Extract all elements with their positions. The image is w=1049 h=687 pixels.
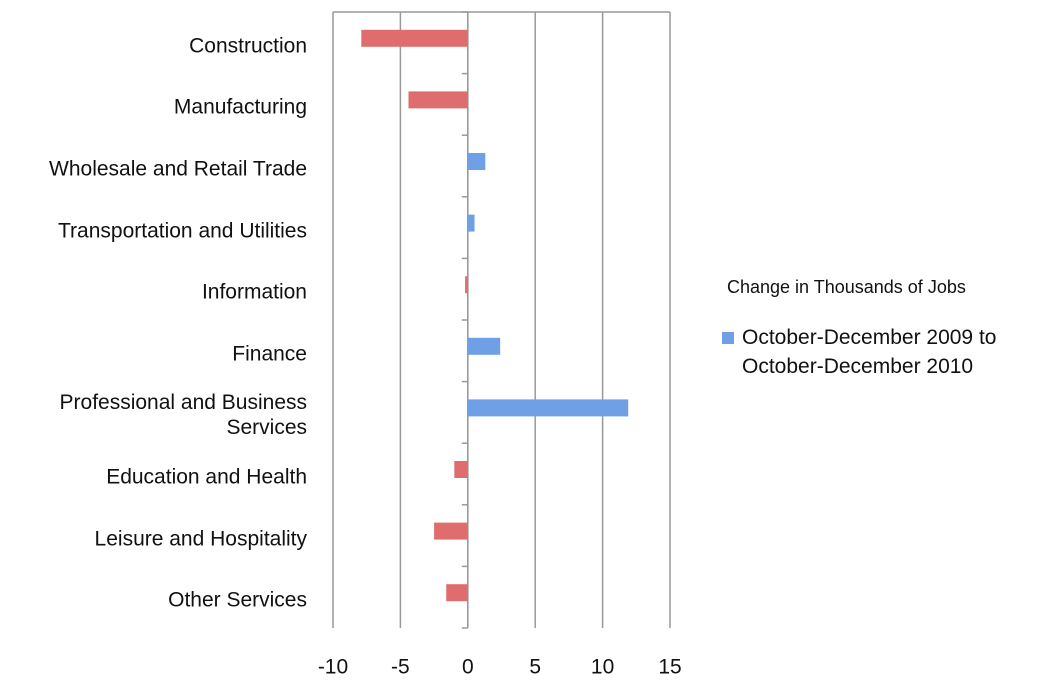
bar [467, 337, 501, 355]
y-tick-label: Finance [232, 342, 307, 366]
x-tick-label: -10 [318, 656, 348, 679]
y-tick-label: Education and Health [106, 465, 307, 489]
legend-swatch [722, 332, 734, 344]
bar [361, 29, 468, 47]
y-tick-label: Other Services [168, 588, 307, 612]
bar [408, 91, 468, 109]
x-tick-label: 15 [658, 656, 681, 679]
legend-title: Change in Thousands of Jobs [727, 277, 966, 297]
bar [454, 461, 468, 478]
y-tick-label: Construction [189, 34, 307, 58]
x-tick-label: 0 [462, 656, 474, 679]
y-tick-label: Professional and Business Services [59, 391, 307, 440]
y-tick-label: Transportation and Utilities [57, 219, 307, 243]
x-tick-label: -5 [391, 656, 410, 679]
x-tick-label: 5 [529, 656, 541, 679]
bar [446, 584, 468, 602]
y-tick-label: Leisure and Hospitality [94, 527, 307, 551]
y-tick-label: Wholesale and Retail Trade [49, 157, 307, 181]
bar [434, 522, 468, 540]
legend-entry: October-December 2009 to October-Decembe… [722, 323, 1042, 381]
y-tick-label: Manufacturing [173, 95, 307, 119]
x-tick-label: 10 [591, 656, 614, 679]
legend-label: October-December 2009 to October-Decembe… [742, 326, 997, 378]
bar [467, 214, 475, 232]
bar [467, 153, 486, 170]
bar [467, 399, 629, 417]
bar [465, 276, 468, 294]
y-tick-label: Information [201, 280, 307, 304]
